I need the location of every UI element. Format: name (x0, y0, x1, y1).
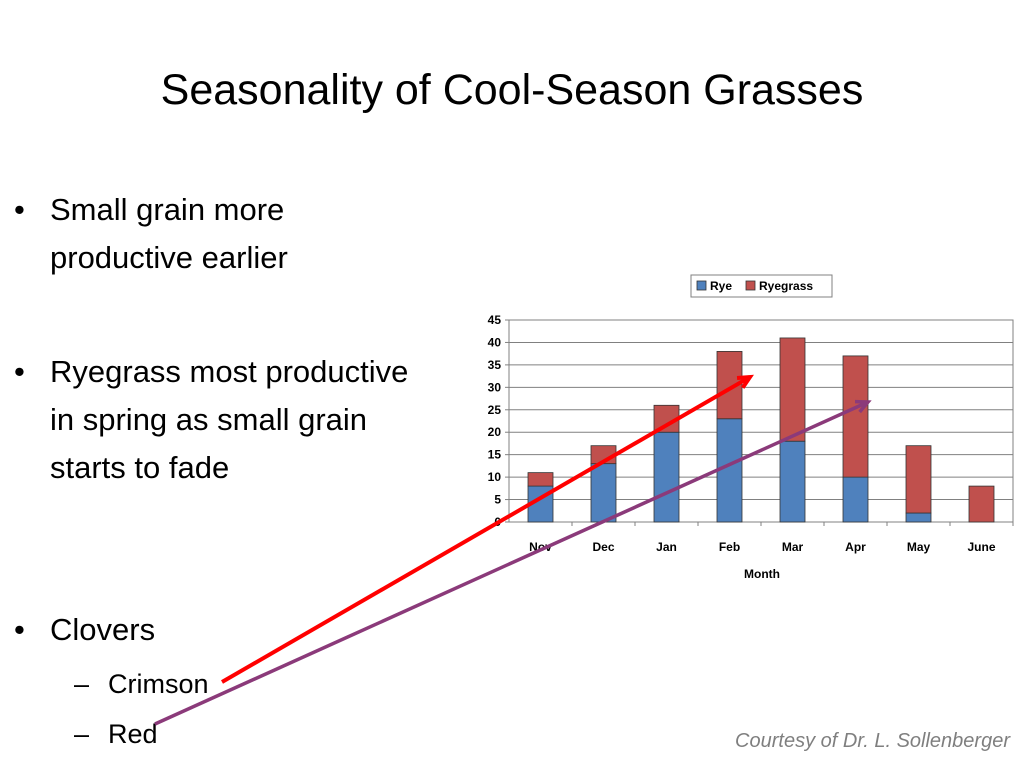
slide-title: Seasonality of Cool-Season Grasses (160, 66, 864, 114)
legend-swatch-rye (696, 280, 707, 291)
y-tick-label: 40 (488, 335, 502, 349)
crimson-arrow (220, 375, 752, 684)
x-tick-label: May (907, 540, 931, 554)
y-tick-label: 10 (488, 470, 502, 484)
rye-bar (590, 463, 617, 523)
rye-bar (716, 418, 743, 523)
bullet-text: Clovers (50, 612, 156, 647)
bullet-text: Ryegrass most productive in spring as sm… (50, 354, 409, 485)
rye-bar (842, 476, 869, 523)
legend-label-ryegrass: Ryegrass (759, 279, 813, 293)
y-tick-label: 5 (494, 493, 501, 507)
crimson-arrow-head (736, 374, 754, 389)
x-tick-label: Jan (656, 540, 677, 554)
x-tick-label: Dec (592, 540, 614, 554)
sub-bullet-text: Red (108, 719, 158, 749)
y-tick-label: 20 (488, 425, 502, 439)
x-tick-label: Nov (529, 540, 552, 554)
bullet-dot: • (14, 612, 25, 647)
red-clover-arrow-head (854, 399, 872, 414)
rye-bar (653, 431, 680, 523)
ryegrass-bar (968, 485, 995, 523)
x-tick-label: Mar (782, 540, 804, 554)
x-axis-title: Month (744, 567, 780, 581)
rye-bar (905, 512, 932, 523)
sub-bullet-dash: – (74, 719, 90, 749)
ryegrass-bar (779, 337, 806, 442)
bullet-text: Small grain more productive earlier (50, 192, 288, 275)
y-tick-label: 45 (488, 313, 502, 327)
credit-text: Courtesy of Dr. L. Sollenberger (735, 730, 1010, 752)
sub-bullet-text: Crimson (108, 669, 209, 699)
ryegrass-bar (842, 355, 869, 478)
x-tick-label: Apr (845, 540, 866, 554)
red-clover-arrow (154, 400, 869, 726)
y-tick-label: 15 (488, 448, 502, 462)
sub-bullet-dash: – (74, 669, 90, 699)
rye-bar (779, 440, 806, 523)
y-tick-label: 30 (488, 380, 502, 394)
plot-area (508, 319, 1014, 523)
ryegrass-bar (905, 445, 932, 514)
y-tick-label: 35 (488, 358, 502, 372)
y-tick-label: 25 (488, 403, 502, 417)
legend-label-rye: Rye (710, 279, 732, 293)
bullet-dot: • (14, 192, 25, 227)
legend-box (690, 274, 833, 298)
bullet-dot: • (14, 354, 25, 389)
legend-swatch-ryegrass (745, 280, 756, 291)
x-tick-label: June (967, 540, 995, 554)
ryegrass-bar (527, 472, 554, 487)
x-tick-label: Feb (719, 540, 740, 554)
